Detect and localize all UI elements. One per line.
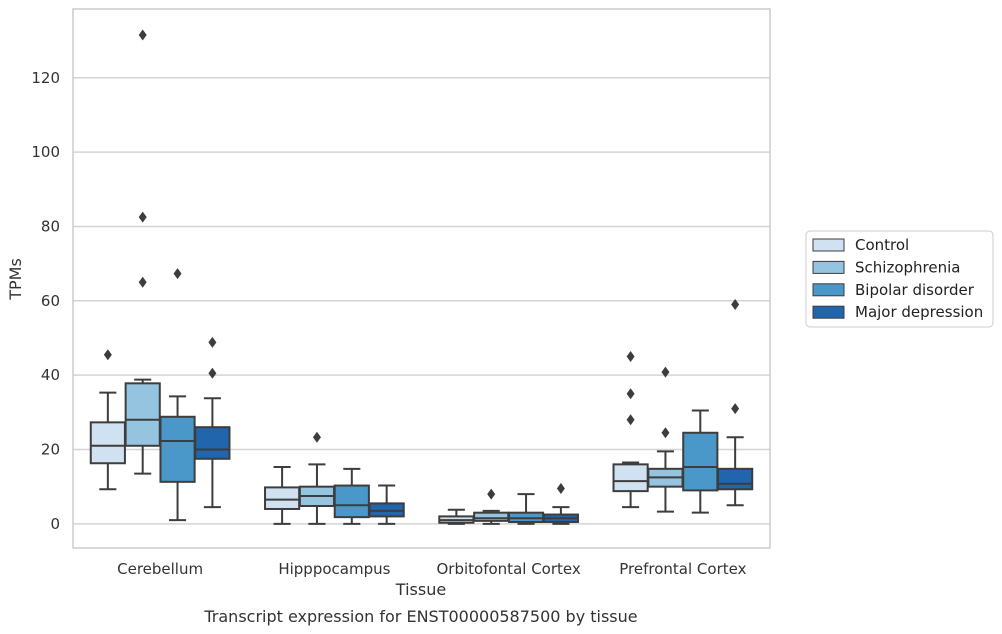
- outlier-point: [487, 488, 496, 500]
- legend-label: Control: [855, 236, 909, 254]
- box: [194, 426, 231, 460]
- outlier-point: [731, 299, 740, 311]
- outlier-point: [556, 483, 565, 495]
- series-control: [89, 349, 649, 525]
- legend-swatch: [812, 238, 845, 252]
- x-axis-ticks: Cerebellum Hipppocampus Orbitofontal Corte…: [117, 560, 746, 578]
- y-axis-ticks: 0 20 40 60 80 100 120: [31, 69, 60, 533]
- outlier-point: [138, 211, 147, 223]
- legend-swatch: [812, 305, 845, 319]
- box: [682, 431, 719, 492]
- outlier-point: [138, 276, 147, 288]
- box: [159, 415, 196, 483]
- x-tick-label: Hipppocampus: [278, 560, 390, 578]
- y-tick-label: 80: [41, 217, 60, 235]
- y-axis-label: TPMs: [6, 258, 25, 301]
- legend-frame: [805, 230, 994, 328]
- box: [612, 463, 649, 493]
- legend-label: Major depression: [855, 303, 983, 321]
- box-groups: [89, 29, 754, 525]
- outlier-point: [138, 29, 147, 41]
- y-tick-label: 20: [41, 440, 60, 458]
- box: [473, 511, 510, 522]
- box: [124, 382, 161, 447]
- x-tick-label: Cerebellum: [117, 560, 203, 578]
- figure-caption: Transcript expression for ENST0000058750…: [203, 607, 637, 626]
- series-schizophrenia: [124, 29, 684, 525]
- legend-swatch: [812, 260, 845, 274]
- legend-label: Schizophrenia: [855, 258, 960, 276]
- box: [717, 467, 754, 491]
- series-major-depression: [194, 299, 754, 525]
- outlier-point: [173, 268, 182, 280]
- box: [89, 421, 126, 465]
- series-bipolar-disorder: [159, 268, 719, 525]
- y-tick-label: 40: [41, 366, 60, 384]
- outlier-point: [661, 366, 670, 378]
- outlier-point: [312, 431, 321, 443]
- outlier-point: [103, 349, 112, 361]
- legend-label: Bipolar disorder: [855, 281, 975, 299]
- x-tick-label: Prefrontal Cortex: [619, 560, 746, 578]
- outlier-point: [731, 403, 740, 415]
- outlier-point: [208, 367, 217, 379]
- outlier-point: [626, 414, 635, 426]
- outlier-point: [208, 336, 217, 348]
- y-tick-label: 0: [50, 515, 60, 533]
- x-tick-label: Orbitofontal Cortex: [437, 560, 581, 578]
- legend: Control Schizophrenia Bipolar disorder Majo…: [805, 230, 994, 328]
- box: [264, 486, 301, 510]
- legend-swatch: [812, 283, 845, 297]
- y-tick-label: 60: [41, 292, 60, 310]
- x-axis-label: Tissue: [395, 580, 446, 599]
- outlier-point: [626, 351, 635, 363]
- y-tick-label: 120: [31, 69, 60, 87]
- plot-frame: [72, 8, 771, 549]
- y-tick-label: 100: [31, 143, 60, 161]
- outlier-point: [661, 427, 670, 439]
- outlier-point: [626, 388, 635, 400]
- box: [333, 484, 370, 519]
